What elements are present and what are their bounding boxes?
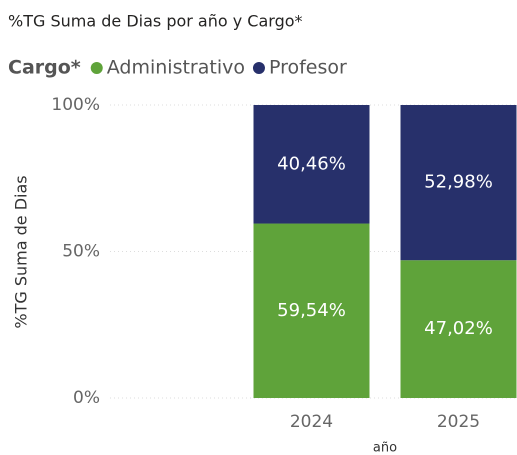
data-label: 52,98% [424,172,493,193]
bar-segment [253,223,370,398]
y-axis-label: %TG Suma de Dias [12,175,31,328]
legend-label: Administrativo [107,57,245,79]
chart-title: %TG Suma de Dias por año y Cargo* [8,12,303,31]
bar-segment [400,105,517,261]
data-label: 40,46% [277,153,346,174]
y-tick-label: 50% [62,242,100,262]
legend-marker [252,62,265,74]
x-tick-label: 2025 [437,412,480,432]
bar-segment [400,260,517,398]
legend-title: Cargo* [8,57,81,79]
data-label: 59,54% [277,300,346,321]
legend-marker [90,62,103,74]
bar-segment [253,105,370,224]
x-tick-label: 2024 [290,412,333,432]
data-label: 47,02% [424,318,493,339]
y-tick-label: 0% [73,388,100,408]
y-tick-label: 100% [51,95,100,115]
legend-label: Profesor [269,57,347,79]
x-axis-label: año [373,441,397,455]
